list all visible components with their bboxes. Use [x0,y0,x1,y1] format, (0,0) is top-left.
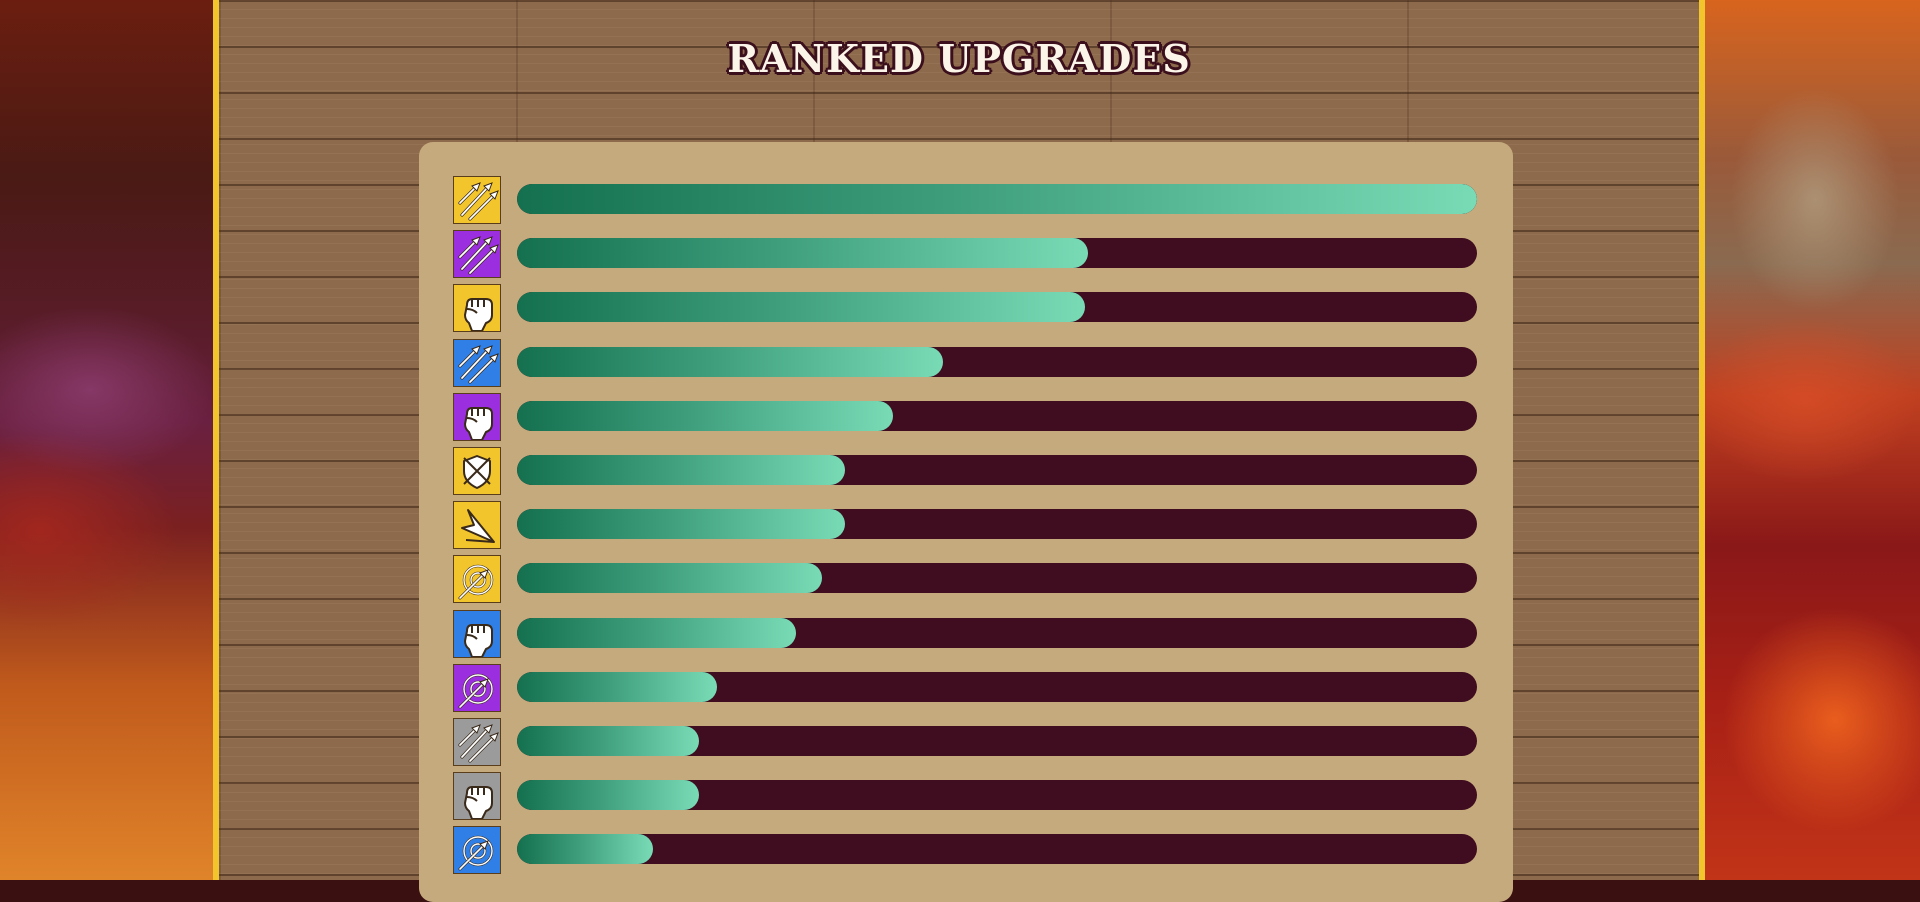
progress-bar [517,238,1477,269]
progress-fill [517,780,700,811]
progress-fill [517,184,1477,214]
progress-fill [517,400,894,431]
progress-fill [517,726,700,756]
left-background [0,0,213,880]
progress-bar [517,184,1477,214]
upgrade-row [453,338,1483,389]
progress-fill [517,292,1086,323]
upgrade-row [453,718,1483,768]
target-icon [453,663,501,712]
progress-bar [517,400,1477,431]
wood-frame: RANKED UPGRADES [213,0,1705,902]
progress-bar [517,455,1477,485]
upgrade-row [453,772,1483,822]
arrows-icon [453,718,501,766]
progress-fill [517,834,654,865]
progress-bar [517,563,1477,594]
upgrade-row [453,392,1483,443]
progress-fill [517,617,797,648]
target-icon [453,826,501,875]
shield-icon [453,447,501,495]
upgrade-row [453,663,1483,714]
upgrade-row [453,230,1483,280]
progress-bar [517,509,1477,540]
progress-fill [517,455,846,485]
arrows-icon [453,230,501,279]
progress-fill [517,238,1089,269]
upgrade-row [453,447,1483,497]
fist-icon [453,609,501,658]
progress-bar [517,780,1477,811]
right-background [1705,0,1920,880]
progress-bar [517,617,1477,648]
upgrades-panel [419,142,1513,902]
progress-bar [517,292,1477,323]
upgrade-row [453,555,1483,605]
arrowhead-icon [453,501,501,550]
progress-fill [517,346,944,377]
progress-bar [517,671,1477,702]
arrows-icon [453,176,501,224]
upgrade-row [453,609,1483,660]
page-title: RANKED UPGRADES [727,36,1191,81]
target-icon [453,555,501,604]
upgrade-row [453,176,1483,226]
progress-fill [517,563,823,594]
progress-bar [517,726,1477,756]
arrows-icon [453,338,501,387]
upgrade-row [453,501,1483,551]
progress-bar [517,346,1477,377]
fist-icon [453,392,501,441]
upgrade-row [453,284,1483,334]
progress-fill [517,509,846,540]
upgrade-row [453,826,1483,876]
fist-icon [453,772,501,821]
progress-bar [517,834,1477,865]
fist-icon [453,284,501,333]
progress-fill [517,671,717,702]
